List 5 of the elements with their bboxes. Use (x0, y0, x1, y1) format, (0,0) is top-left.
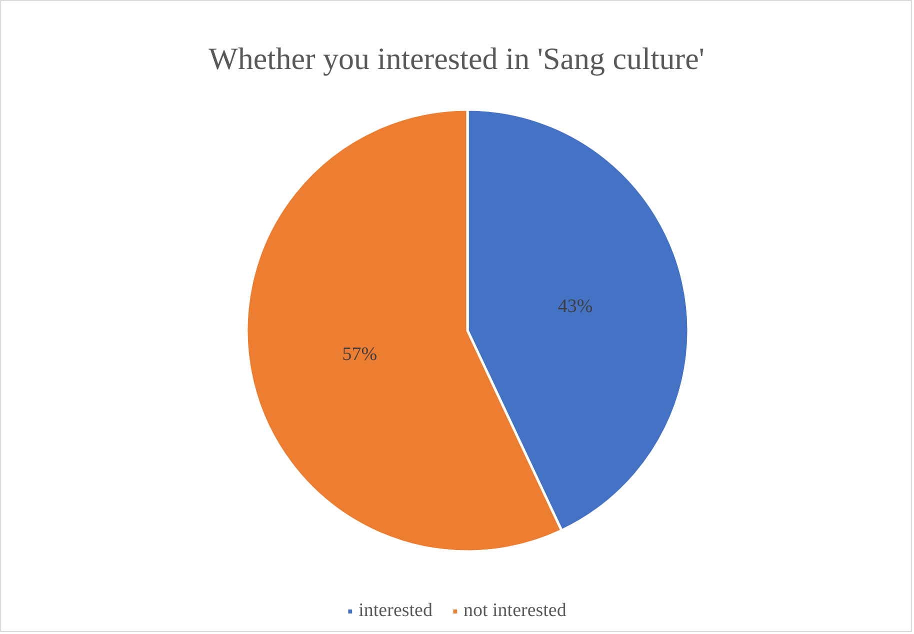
data-label: 57% (342, 344, 378, 366)
chart-title: Whether you interested in 'Sang culture' (208, 41, 704, 76)
legend-label: not interested (463, 600, 566, 622)
data-label: 43% (558, 296, 593, 317)
legend-label: interested (358, 600, 432, 622)
